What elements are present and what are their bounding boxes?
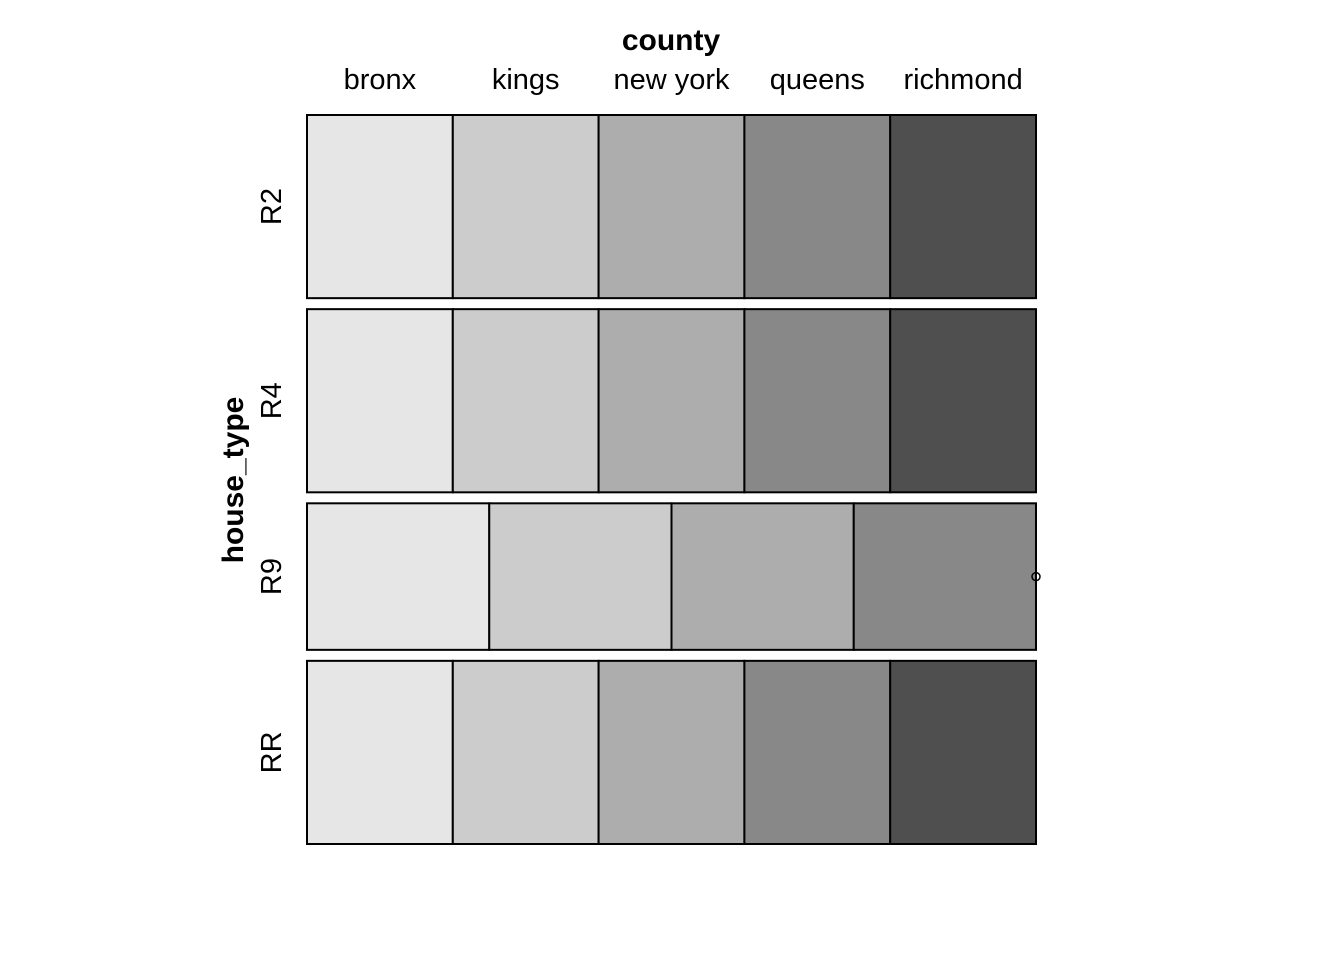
column-label-richmond: richmond	[903, 64, 1022, 96]
row-label-r2: R2	[256, 188, 288, 225]
column-label-queens: queens	[770, 64, 865, 96]
column-tick-labels: bronx kings new york queens richmond	[344, 64, 1023, 96]
cell-r2-kings	[451, 114, 600, 300]
cell-r4-kings	[451, 308, 600, 494]
row-tick-labels: R2 R4 R9 RR	[256, 188, 288, 773]
cell-r2-queens	[743, 114, 892, 300]
mosaic-cells	[306, 114, 1038, 845]
y-axis-title: house_type	[217, 397, 250, 564]
zero-cell-markers	[1031, 571, 1041, 582]
x-axis-title: county	[622, 24, 721, 57]
cell-rr-bronx	[306, 659, 454, 845]
cell-r9-kings	[488, 502, 673, 651]
zero-marker-r9-richmond	[1031, 571, 1041, 582]
column-label-bronx: bronx	[344, 64, 417, 96]
row-label-r4: R4	[256, 382, 288, 419]
row-label-rr: RR	[256, 731, 288, 773]
row-label-r9: R9	[256, 558, 288, 595]
cell-r2-new-york	[597, 114, 746, 300]
cell-r9-new-york	[670, 502, 855, 651]
cell-r9-bronx	[306, 502, 491, 651]
column-label-kings: kings	[492, 64, 560, 96]
cell-r4-queens	[743, 308, 892, 494]
cell-r2-bronx	[306, 114, 454, 300]
cell-r4-bronx	[306, 308, 454, 494]
cell-rr-queens	[743, 659, 892, 845]
cell-rr-new-york	[597, 659, 746, 845]
column-label-new-york: new york	[613, 64, 730, 96]
cell-r9-queens	[852, 502, 1037, 651]
cell-rr-kings	[451, 659, 600, 845]
cell-rr-richmond	[889, 659, 1038, 845]
cell-r4-richmond	[889, 308, 1038, 494]
cell-r4-new-york	[597, 308, 746, 494]
cell-r2-richmond	[889, 114, 1038, 300]
